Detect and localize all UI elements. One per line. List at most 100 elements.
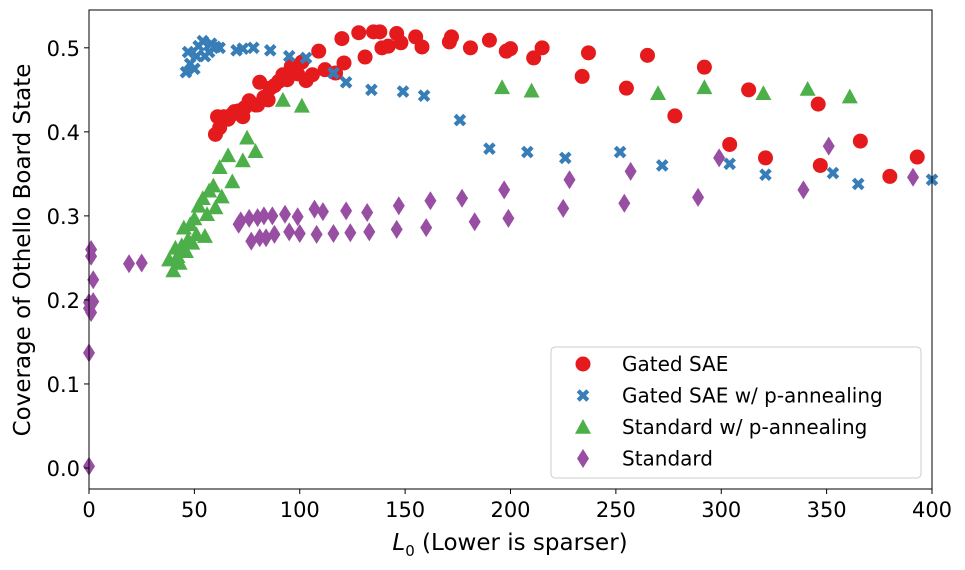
data-point <box>179 65 193 79</box>
data-point <box>327 66 340 80</box>
data-point <box>327 224 340 244</box>
data-point <box>357 49 373 65</box>
data-point <box>852 133 868 149</box>
data-point <box>340 201 353 221</box>
data-point <box>87 270 100 290</box>
data-point <box>624 161 637 181</box>
data-point <box>263 44 277 57</box>
data-point <box>339 75 353 89</box>
data-point <box>194 190 211 206</box>
legend-label: Gated SAE <box>622 352 728 376</box>
y-tick-label: 0.0 <box>47 457 80 481</box>
data-point <box>456 188 469 208</box>
data-point <box>308 199 321 219</box>
data-point <box>468 212 481 232</box>
data-point <box>239 129 256 145</box>
x-axis-label-main: L <box>392 530 405 556</box>
data-point <box>639 47 655 63</box>
data-point <box>696 59 712 75</box>
data-point <box>692 187 705 207</box>
data-point <box>184 234 201 250</box>
y-axis-label: Coverage of Othello Board State <box>10 64 36 437</box>
data-point <box>247 41 260 55</box>
data-point <box>274 91 291 107</box>
data-point <box>213 188 230 204</box>
data-point <box>534 40 550 56</box>
y-tick-label: 0.3 <box>47 205 80 229</box>
data-point <box>311 43 327 59</box>
data-point <box>481 32 497 48</box>
data-point <box>299 51 313 65</box>
x-tick-label: 100 <box>280 498 320 522</box>
data-point <box>526 50 542 66</box>
plot-area <box>83 24 939 476</box>
data-point <box>365 83 378 97</box>
y-tick-label: 0.1 <box>47 373 80 397</box>
data-point <box>234 211 247 231</box>
data-point <box>613 145 627 159</box>
x-tick-label: 200 <box>490 498 530 522</box>
data-point <box>812 157 828 173</box>
data-point <box>393 35 409 51</box>
data-point <box>310 224 323 244</box>
legend-item: Gated SAE <box>575 352 728 376</box>
data-point <box>236 42 250 55</box>
data-point <box>723 157 736 171</box>
x-tick-label: 400 <box>912 498 952 522</box>
data-point <box>655 159 669 172</box>
data-point <box>822 136 835 156</box>
data-point <box>453 113 467 127</box>
data-point <box>909 149 925 165</box>
legend: Gated SAE Gated SAE w/ p-annealing Standar… <box>550 346 922 479</box>
data-point <box>713 148 726 168</box>
data-point <box>245 231 258 251</box>
data-point <box>618 80 634 96</box>
data-point <box>87 292 100 312</box>
data-point <box>186 210 203 226</box>
data-point <box>304 67 320 83</box>
data-point <box>758 150 774 166</box>
data-point <box>722 136 738 152</box>
data-point <box>799 80 816 96</box>
data-point <box>462 40 478 56</box>
data-point <box>414 39 430 55</box>
data-point <box>741 82 757 98</box>
data-point <box>521 145 534 159</box>
data-point <box>755 85 772 100</box>
data-point <box>557 198 570 218</box>
data-point <box>344 223 357 243</box>
data-point <box>188 62 201 76</box>
data-point <box>293 97 310 113</box>
data-point <box>797 180 810 200</box>
x-tick-label: 150 <box>385 498 425 522</box>
x-axis-label-rest: (Lower is sparser) <box>415 530 628 556</box>
data-point <box>351 25 367 41</box>
data-point <box>759 168 772 182</box>
data-point <box>696 79 713 95</box>
data-point <box>177 243 194 258</box>
data-point <box>196 34 210 48</box>
data-point <box>334 31 350 47</box>
legend-box <box>550 346 922 479</box>
data-point <box>392 196 405 216</box>
data-point <box>260 92 276 108</box>
data-point <box>494 79 511 95</box>
data-point <box>810 96 826 112</box>
data-point <box>523 82 540 98</box>
data-point <box>841 88 858 104</box>
data-point <box>220 147 237 163</box>
data-point <box>826 166 840 180</box>
series-standard-w-p-annealing <box>161 79 858 278</box>
data-point <box>882 168 898 184</box>
data-point <box>181 45 195 59</box>
legend-label: Standard w/ p-annealing <box>622 415 867 439</box>
data-point <box>282 49 296 63</box>
data-point <box>278 204 291 224</box>
data-point <box>207 199 224 215</box>
data-point <box>483 142 496 155</box>
legend-marker <box>576 389 590 402</box>
x-tick-label: 300 <box>701 498 741 522</box>
data-point <box>171 254 188 270</box>
